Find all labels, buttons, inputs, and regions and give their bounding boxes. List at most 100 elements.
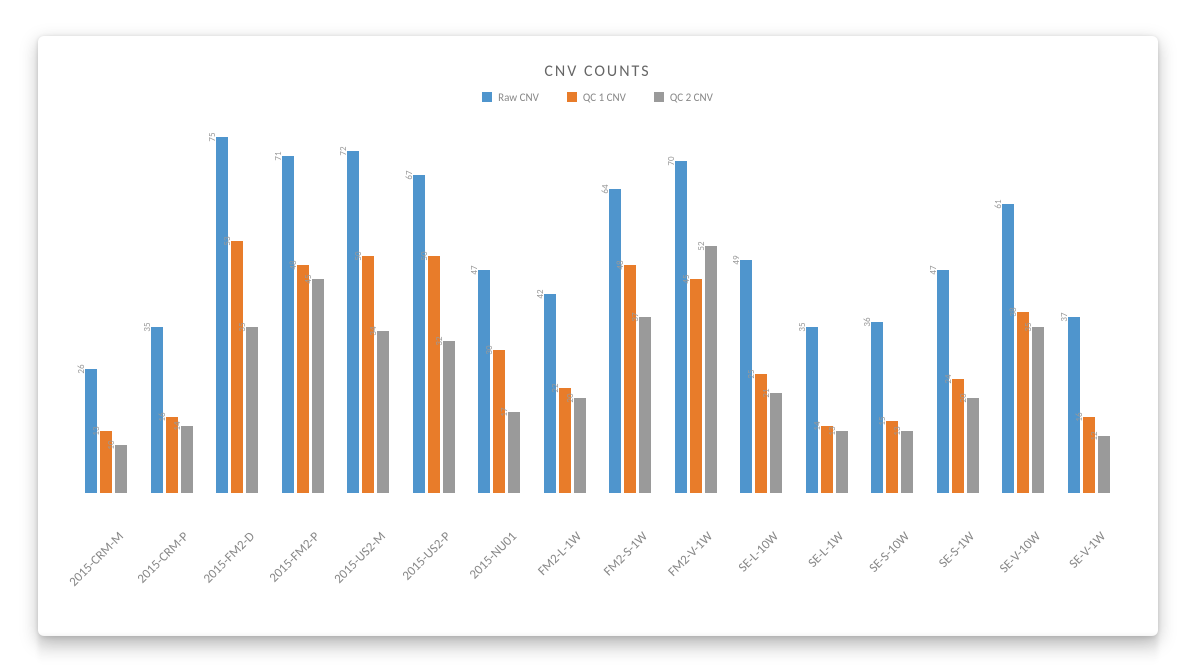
bar-value-label: 72 (338, 147, 351, 156)
bar-value-label: 13 (892, 426, 905, 435)
bar-value-label: 48 (288, 261, 301, 270)
bar-group: 422220 (532, 114, 598, 493)
legend-item-qc1: QC 1 CNV (567, 91, 626, 104)
bar: 50 (428, 256, 440, 493)
bar-value-label: 25 (746, 370, 759, 379)
bar-value-label: 64 (600, 185, 613, 194)
bar: 35 (806, 327, 818, 493)
bar-value-label: 50 (353, 251, 366, 260)
bar-value-label: 16 (1074, 412, 1087, 421)
bar-value-label: 42 (535, 289, 548, 298)
bar-group: 371612 (1056, 114, 1122, 493)
bar: 38 (1017, 312, 1029, 492)
bar: 34 (377, 331, 389, 492)
bar: 30 (493, 350, 505, 492)
bar-value-label: 35 (237, 322, 250, 331)
chart-legend: Raw CNV QC 1 CNV QC 2 CNV (68, 91, 1128, 104)
bar-value-label: 38 (1008, 308, 1021, 317)
bar-group: 755335 (205, 114, 271, 493)
legend-label-qc1: QC 1 CNV (583, 91, 626, 104)
bar-value-label: 32 (434, 336, 447, 345)
bar-value-label: 15 (877, 417, 890, 426)
plot-area: 2613103516147553357148457250346750324730… (68, 114, 1128, 616)
bar-group: 675032 (401, 114, 467, 493)
x-axis: 2015-CRM-M2015-CRM-P2015-FM2-D2015-FM2-P… (68, 506, 1128, 616)
bar-value-label: 21 (761, 388, 774, 397)
bar-value-label: 70 (666, 156, 679, 165)
legend-item-raw: Raw CNV (482, 91, 539, 104)
bar-value-label: 53 (222, 237, 235, 246)
bar-value-label: 30 (484, 346, 497, 355)
bar-value-label: 36 (862, 317, 875, 326)
bar: 17 (508, 412, 520, 493)
bar-value-label: 47 (928, 265, 941, 274)
bar-value-label: 17 (499, 407, 512, 416)
legend-swatch-qc2 (654, 92, 664, 102)
bar: 20 (967, 398, 979, 493)
bar-value-label: 13 (91, 426, 104, 435)
bar: 22 (559, 388, 571, 492)
legend-item-qc2: QC 2 CNV (654, 91, 713, 104)
bar-value-label: 14 (812, 422, 825, 431)
bar: 37 (1068, 317, 1080, 492)
bar-group: 644837 (598, 114, 664, 493)
legend-swatch-raw (482, 92, 492, 102)
bar: 10 (115, 445, 127, 492)
bar: 16 (1083, 417, 1095, 493)
bar-value-label: 67 (404, 171, 417, 180)
bar-value-label: 45 (681, 275, 694, 284)
bar-value-label: 37 (1059, 313, 1072, 322)
bar: 47 (478, 270, 490, 493)
bar-value-label: 34 (368, 327, 381, 336)
bar-group: 47 24 20 (925, 114, 991, 493)
bar: 12 (1098, 436, 1110, 493)
bar: 42 (544, 294, 556, 493)
bar-group: 714845 (270, 114, 336, 493)
bar-value-label: 61 (993, 199, 1006, 208)
bar: 75 (216, 137, 228, 492)
bar-value-label: 24 (943, 374, 956, 383)
bar: 21 (770, 393, 782, 492)
bar: 52 (705, 246, 717, 492)
bar-value-label: 16 (157, 412, 170, 421)
bar: 48 (297, 265, 309, 492)
bar-value-label: 35 (797, 322, 810, 331)
bar-value-label: 45 (303, 275, 316, 284)
bar: 71 (282, 156, 294, 492)
bar-value-label: 20 (958, 393, 971, 402)
bar-group: 351614 (139, 114, 205, 493)
bar-group: 361513 (860, 114, 926, 493)
bar: 72 (347, 151, 359, 492)
bar-value-label: 35 (142, 322, 155, 331)
bar: 32 (443, 341, 455, 493)
legend-label-qc2: QC 2 CNV (670, 91, 713, 104)
bar-group: 492521 (729, 114, 795, 493)
bar-value-label: 75 (207, 133, 220, 142)
bar: 64 (609, 189, 621, 492)
bar-value-label: 47 (469, 265, 482, 274)
bar-value-label: 48 (615, 261, 628, 270)
bar: 53 (231, 241, 243, 492)
bar: 61 (1002, 204, 1014, 493)
bar: 13 (836, 431, 848, 493)
bar: 67 (413, 175, 425, 492)
bar: 45 (312, 279, 324, 492)
bar: 48 (624, 265, 636, 492)
chart-title: CNV COUNTS (68, 62, 1128, 81)
bar-value-label: 52 (696, 242, 709, 251)
legend-label-raw: Raw CNV (498, 91, 539, 104)
bar-value-label: 22 (550, 384, 563, 393)
bar-value-label: 49 (731, 256, 744, 265)
bar: 13 (901, 431, 913, 493)
bar-value-label: 13 (827, 426, 840, 435)
chart-card: CNV COUNTS Raw CNV QC 1 CNV QC 2 CNV 261… (38, 36, 1158, 636)
bar-group: 704552 (663, 114, 729, 493)
bar-value-label: 10 (106, 441, 119, 450)
bar-group: 613835 (991, 114, 1057, 493)
bar: 14 (821, 426, 833, 492)
bar: 35 (246, 327, 258, 493)
bar-groups: 2613103516147553357148457250346750324730… (68, 114, 1128, 494)
bar: 35 (1032, 327, 1044, 493)
bar: 35 (151, 327, 163, 493)
bar: 70 (675, 161, 687, 493)
